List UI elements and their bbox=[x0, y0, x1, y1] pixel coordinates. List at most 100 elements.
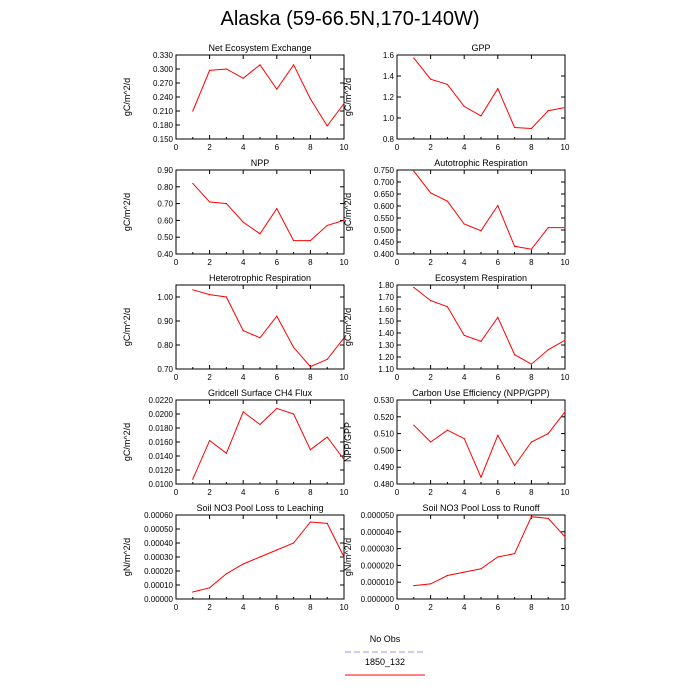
data-point bbox=[225, 203, 227, 205]
x-tick-label: 6 bbox=[496, 603, 501, 612]
data-point bbox=[430, 192, 432, 194]
x-tick-label: 0 bbox=[395, 373, 400, 382]
x-tick-label: 10 bbox=[561, 143, 570, 152]
x-tick-label: 8 bbox=[529, 258, 534, 267]
series-line bbox=[192, 289, 345, 368]
legend-label: 1850_132 bbox=[365, 657, 405, 667]
x-tick-label: 8 bbox=[529, 373, 534, 382]
data-point bbox=[564, 536, 566, 538]
x-tick-label: 2 bbox=[428, 373, 433, 382]
data-point bbox=[309, 366, 311, 368]
data-point bbox=[463, 334, 465, 336]
y-tick-label: 0.000030 bbox=[361, 545, 395, 554]
series-line bbox=[192, 521, 345, 593]
x-tick-label: 6 bbox=[496, 143, 501, 152]
y-tick-label: 0.150 bbox=[153, 135, 174, 144]
y-tick-label: 0.0200 bbox=[149, 410, 174, 419]
y-tick-label: 0.0140 bbox=[149, 452, 174, 461]
data-point bbox=[293, 542, 295, 544]
data-point bbox=[413, 584, 415, 587]
data-point bbox=[209, 294, 211, 296]
x-tick-label: 4 bbox=[241, 373, 246, 382]
y-tick-label: 0.550 bbox=[374, 214, 395, 223]
data-point bbox=[259, 423, 261, 426]
y-axis-label: gC/m^2/d bbox=[343, 193, 353, 231]
x-tick-label: 0 bbox=[174, 143, 179, 152]
y-tick-label: 0.90 bbox=[157, 317, 173, 326]
data-point bbox=[259, 233, 261, 235]
data-point bbox=[547, 110, 549, 112]
y-tick-label: 0.00020 bbox=[144, 567, 173, 576]
data-point bbox=[547, 227, 549, 229]
y-tick-label: 0.520 bbox=[374, 413, 395, 422]
x-tick-label: 2 bbox=[207, 143, 212, 152]
data-point bbox=[309, 449, 311, 451]
y-axis-label: gC/m^2/d bbox=[122, 423, 132, 461]
x-tick-label: 4 bbox=[462, 488, 467, 497]
y-tick-label: 0.00060 bbox=[144, 511, 173, 520]
y-axis-label: gC/m^2/d bbox=[343, 308, 353, 346]
x-tick-label: 0 bbox=[395, 488, 400, 497]
data-point bbox=[530, 516, 533, 518]
y-tick-label: 0.80 bbox=[157, 183, 173, 192]
panel-title: Gridcell Surface CH4 Flux bbox=[208, 388, 313, 398]
y-axis-label: gN/m^2/d bbox=[122, 538, 132, 576]
x-tick-label: 4 bbox=[462, 258, 467, 267]
x-tick-label: 0 bbox=[174, 488, 179, 497]
data-point bbox=[564, 106, 566, 109]
data-point bbox=[326, 522, 328, 525]
data-point bbox=[209, 69, 211, 71]
data-point bbox=[276, 549, 278, 551]
x-tick-label: 4 bbox=[241, 143, 246, 152]
chart-panel: Soil NO3 Pool Loss to Runoff gN/m^2/d 0 2 4 6… bbox=[343, 503, 570, 612]
x-tick-label: 10 bbox=[340, 143, 349, 152]
x-tick-label: 6 bbox=[275, 488, 280, 497]
x-tick-label: 0 bbox=[174, 258, 179, 267]
y-tick-label: 1.10 bbox=[378, 365, 394, 374]
y-tick-label: 0.000020 bbox=[361, 561, 395, 570]
data-point bbox=[293, 64, 295, 66]
x-tick-label: 0 bbox=[174, 373, 179, 382]
y-tick-label: 0.480 bbox=[374, 480, 395, 489]
x-tick-label: 10 bbox=[340, 258, 349, 267]
x-tick-label: 2 bbox=[428, 258, 433, 267]
x-tick-label: 8 bbox=[529, 488, 534, 497]
y-tick-label: 0.0220 bbox=[149, 396, 174, 405]
data-point bbox=[309, 239, 311, 242]
chart-panel: GPP gC/m^2/d 0 2 4 6 8 10 0.8 1.0 1.2 1.4 1.6 bbox=[343, 43, 570, 152]
data-point bbox=[446, 83, 448, 85]
y-tick-label: 0.180 bbox=[153, 121, 174, 130]
legend-label: No Obs bbox=[370, 634, 401, 644]
x-tick-label: 8 bbox=[308, 488, 313, 497]
data-point bbox=[514, 464, 516, 467]
data-point bbox=[430, 583, 432, 585]
chart-panel: Carbon Use Efficiency (NPP/GPP) NPP/GPP 0 2… bbox=[343, 388, 570, 497]
y-tick-label: 0.240 bbox=[153, 93, 174, 102]
data-point bbox=[242, 330, 244, 332]
data-point bbox=[480, 230, 482, 232]
y-tick-label: 0.510 bbox=[374, 430, 395, 439]
y-tick-label: 0.0160 bbox=[149, 438, 174, 447]
x-tick-label: 4 bbox=[462, 143, 467, 152]
x-tick-label: 10 bbox=[340, 373, 349, 382]
legend: No Obs 1850_132 bbox=[345, 634, 425, 676]
data-point bbox=[463, 105, 465, 108]
data-point bbox=[276, 88, 278, 90]
data-point bbox=[514, 354, 516, 356]
y-tick-label: 1.40 bbox=[378, 329, 394, 338]
plot-frame bbox=[175, 169, 345, 255]
data-point bbox=[547, 433, 549, 435]
y-tick-label: 0.490 bbox=[374, 463, 395, 472]
plot-frame bbox=[396, 514, 566, 600]
y-tick-label: 0.70 bbox=[157, 365, 173, 374]
x-tick-label: 10 bbox=[561, 373, 570, 382]
x-tick-label: 6 bbox=[275, 143, 280, 152]
data-point bbox=[343, 102, 345, 105]
y-tick-label: 0.530 bbox=[374, 396, 395, 405]
data-point bbox=[514, 126, 516, 129]
y-tick-label: 0.270 bbox=[153, 79, 174, 88]
x-tick-label: 8 bbox=[529, 603, 534, 612]
data-point bbox=[430, 78, 432, 80]
data-point bbox=[530, 363, 533, 365]
y-tick-label: 0.0180 bbox=[149, 424, 174, 433]
